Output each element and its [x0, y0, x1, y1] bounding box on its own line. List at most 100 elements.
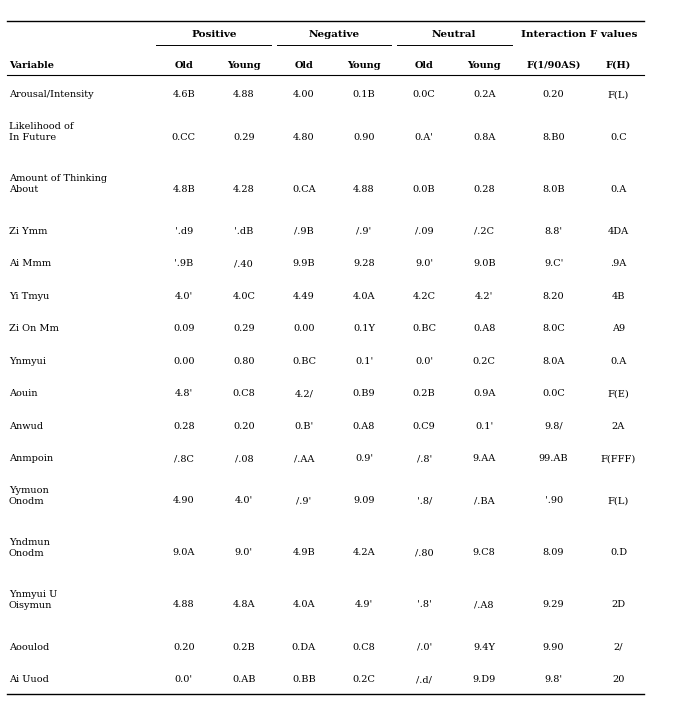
Text: Ynmyui: Ynmyui — [9, 356, 46, 366]
Text: 4DA: 4DA — [608, 226, 629, 236]
Text: 0.BC: 0.BC — [292, 356, 316, 366]
Text: 0.00: 0.00 — [293, 324, 315, 333]
Text: 9.8/: 9.8/ — [544, 422, 563, 431]
Text: Old: Old — [174, 61, 193, 70]
Text: 8.B0: 8.B0 — [542, 133, 565, 141]
Text: 0.1Y: 0.1Y — [353, 324, 375, 333]
Text: 4.28: 4.28 — [233, 185, 255, 194]
Text: 9.C': 9.C' — [544, 259, 563, 268]
Text: 2D: 2D — [611, 601, 626, 609]
Text: 4.8A: 4.8A — [233, 601, 255, 609]
Text: /.9': /.9' — [296, 496, 311, 506]
Text: 0.20: 0.20 — [233, 422, 255, 431]
Text: 20: 20 — [612, 675, 625, 684]
Text: Zi On Mm: Zi On Mm — [9, 324, 59, 333]
Text: 0.C8: 0.C8 — [232, 389, 255, 398]
Text: /.d/: /.d/ — [416, 675, 432, 684]
Text: 4.0A: 4.0A — [353, 292, 375, 301]
Text: /.9B: /.9B — [294, 226, 313, 236]
Text: 0.B9: 0.B9 — [352, 389, 376, 398]
Text: Ai Mmm: Ai Mmm — [9, 259, 51, 268]
Text: 9.28: 9.28 — [353, 259, 375, 268]
Text: 0.00: 0.00 — [173, 356, 195, 366]
Text: 0.0C: 0.0C — [542, 389, 565, 398]
Text: 0.A: 0.A — [611, 185, 626, 194]
Text: 4.8': 4.8' — [175, 389, 193, 398]
Text: 8.8': 8.8' — [544, 226, 563, 236]
Text: 4.2A: 4.2A — [352, 548, 376, 557]
Text: F(E): F(E) — [608, 389, 629, 398]
Text: 0.A': 0.A' — [415, 133, 434, 141]
Text: F(1/90AS): F(1/90AS) — [527, 61, 581, 70]
Text: 2A: 2A — [612, 422, 625, 431]
Text: Young: Young — [347, 61, 381, 70]
Text: 0.DA: 0.DA — [292, 643, 316, 652]
Text: 0.29: 0.29 — [233, 133, 255, 141]
Text: 0.2C: 0.2C — [352, 675, 376, 684]
Text: 8.0A: 8.0A — [542, 356, 565, 366]
Text: Old: Old — [415, 61, 434, 70]
Text: Neutral: Neutral — [432, 30, 476, 38]
Text: .9A: .9A — [611, 259, 626, 268]
Text: 4B: 4B — [612, 292, 625, 301]
Text: 0.0': 0.0' — [175, 675, 193, 684]
Text: 9.9B: 9.9B — [292, 259, 316, 268]
Text: 0.9A: 0.9A — [473, 389, 495, 398]
Text: '.8': '.8' — [417, 601, 432, 609]
Text: 8.09: 8.09 — [543, 548, 564, 557]
Text: Negative: Negative — [309, 30, 359, 38]
Text: 9.0': 9.0' — [415, 259, 433, 268]
Text: '.d9: '.d9 — [175, 226, 193, 236]
Text: Yymuon
Onodm: Yymuon Onodm — [9, 486, 48, 506]
Text: 4.9B: 4.9B — [292, 548, 316, 557]
Text: 0.2B: 0.2B — [232, 643, 255, 652]
Text: 4.00: 4.00 — [293, 90, 315, 99]
Text: 0.BC: 0.BC — [412, 324, 436, 333]
Text: '.90: '.90 — [544, 496, 563, 506]
Text: 0.1B: 0.1B — [352, 90, 376, 99]
Text: 4.9': 4.9' — [355, 601, 373, 609]
Text: /.A8: /.A8 — [475, 601, 494, 609]
Text: 0.2A: 0.2A — [473, 90, 495, 99]
Text: Positive: Positive — [191, 30, 236, 38]
Text: 0.2C: 0.2C — [473, 356, 496, 366]
Text: 0.D: 0.D — [610, 548, 627, 557]
Text: Old: Old — [294, 61, 313, 70]
Text: 8.0B: 8.0B — [542, 185, 565, 194]
Text: Ai Uuod: Ai Uuod — [9, 675, 48, 684]
Text: F(L): F(L) — [608, 496, 629, 506]
Text: /.0': /.0' — [417, 643, 432, 652]
Text: 0.1': 0.1' — [475, 422, 493, 431]
Text: 0.28: 0.28 — [173, 422, 195, 431]
Text: 4.2/: 4.2/ — [294, 389, 313, 398]
Text: 2/: 2/ — [614, 643, 623, 652]
Text: 4.88: 4.88 — [173, 601, 195, 609]
Text: 0.B': 0.B' — [294, 422, 313, 431]
Text: Anwud: Anwud — [9, 422, 43, 431]
Text: 4.0': 4.0' — [175, 292, 193, 301]
Text: 9.D9: 9.D9 — [473, 675, 496, 684]
Text: 9.4Y: 9.4Y — [473, 643, 495, 652]
Text: 4.8B: 4.8B — [172, 185, 195, 194]
Text: Yndmun
Onodm: Yndmun Onodm — [9, 537, 50, 558]
Text: 0.C9: 0.C9 — [413, 422, 436, 431]
Text: 0.20: 0.20 — [173, 643, 195, 652]
Text: Interaction F values: Interaction F values — [521, 30, 637, 38]
Text: 8.20: 8.20 — [543, 292, 564, 301]
Text: 9.0A: 9.0A — [173, 548, 195, 557]
Text: 0.0C: 0.0C — [413, 90, 436, 99]
Text: 0.CC: 0.CC — [171, 133, 196, 141]
Text: F(H): F(H) — [606, 61, 631, 70]
Text: '.8/: '.8/ — [417, 496, 432, 506]
Text: 0.0B: 0.0B — [413, 185, 436, 194]
Text: 0.1': 0.1' — [355, 356, 373, 366]
Text: 0.A: 0.A — [611, 356, 626, 366]
Text: 0.C: 0.C — [610, 133, 627, 141]
Text: /.AA: /.AA — [294, 454, 314, 463]
Text: /.08: /.08 — [234, 454, 253, 463]
Text: 0.29: 0.29 — [233, 324, 255, 333]
Text: Variable: Variable — [9, 61, 54, 70]
Text: 8.0C: 8.0C — [542, 324, 565, 333]
Text: 4.0': 4.0' — [235, 496, 253, 506]
Text: 0.9': 0.9' — [355, 454, 373, 463]
